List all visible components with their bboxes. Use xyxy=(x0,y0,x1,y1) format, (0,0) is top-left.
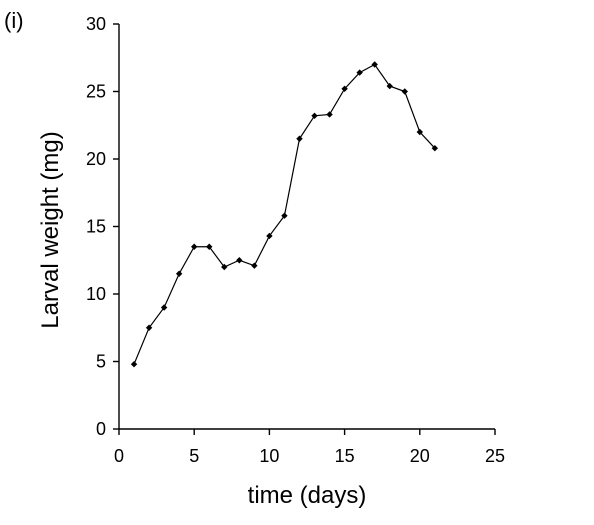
data-point xyxy=(386,82,393,90)
data-point xyxy=(130,361,138,368)
data-point xyxy=(356,69,363,76)
panel-label: (i) xyxy=(4,8,24,33)
data-point xyxy=(401,88,408,95)
y-tick-label: 20 xyxy=(86,149,106,169)
y-tick-label: 30 xyxy=(86,14,106,34)
data-point xyxy=(266,232,273,240)
data-point xyxy=(175,270,183,277)
data-point xyxy=(251,262,258,269)
y-tick-label: 25 xyxy=(86,82,106,102)
data-point xyxy=(341,85,348,92)
data-point xyxy=(236,257,243,264)
x-tick-label: 0 xyxy=(114,446,124,466)
data-point xyxy=(416,128,423,136)
x-tick-label: 5 xyxy=(189,446,199,466)
data-point xyxy=(326,111,333,118)
data-point xyxy=(281,212,288,219)
data-point xyxy=(221,263,228,271)
y-tick-label: 15 xyxy=(86,217,106,237)
y-axis-title: Larval weight (mg) xyxy=(37,131,64,328)
data-point xyxy=(311,112,318,119)
x-axis-title: time (days) xyxy=(248,482,367,509)
x-tick-label: 15 xyxy=(335,446,355,466)
data-point xyxy=(296,135,303,142)
data-point xyxy=(431,145,439,152)
x-tick-label: 10 xyxy=(259,446,279,466)
data-point xyxy=(191,243,198,250)
y-tick-label: 5 xyxy=(96,352,106,372)
data-point xyxy=(145,324,153,331)
data-point xyxy=(160,304,168,311)
x-tick-label: 20 xyxy=(410,446,430,466)
y-tick-label: 0 xyxy=(96,419,106,439)
data-points xyxy=(130,61,439,368)
axes xyxy=(118,24,495,430)
y-ticks: 0 5 10 15 20 25 30 xyxy=(86,14,119,439)
data-point xyxy=(371,61,378,68)
x-tick-label: 25 xyxy=(485,446,505,466)
data-point xyxy=(206,243,213,250)
x-ticks: 0 5 10 15 20 25 xyxy=(114,429,505,466)
y-tick-label: 10 xyxy=(86,284,106,304)
